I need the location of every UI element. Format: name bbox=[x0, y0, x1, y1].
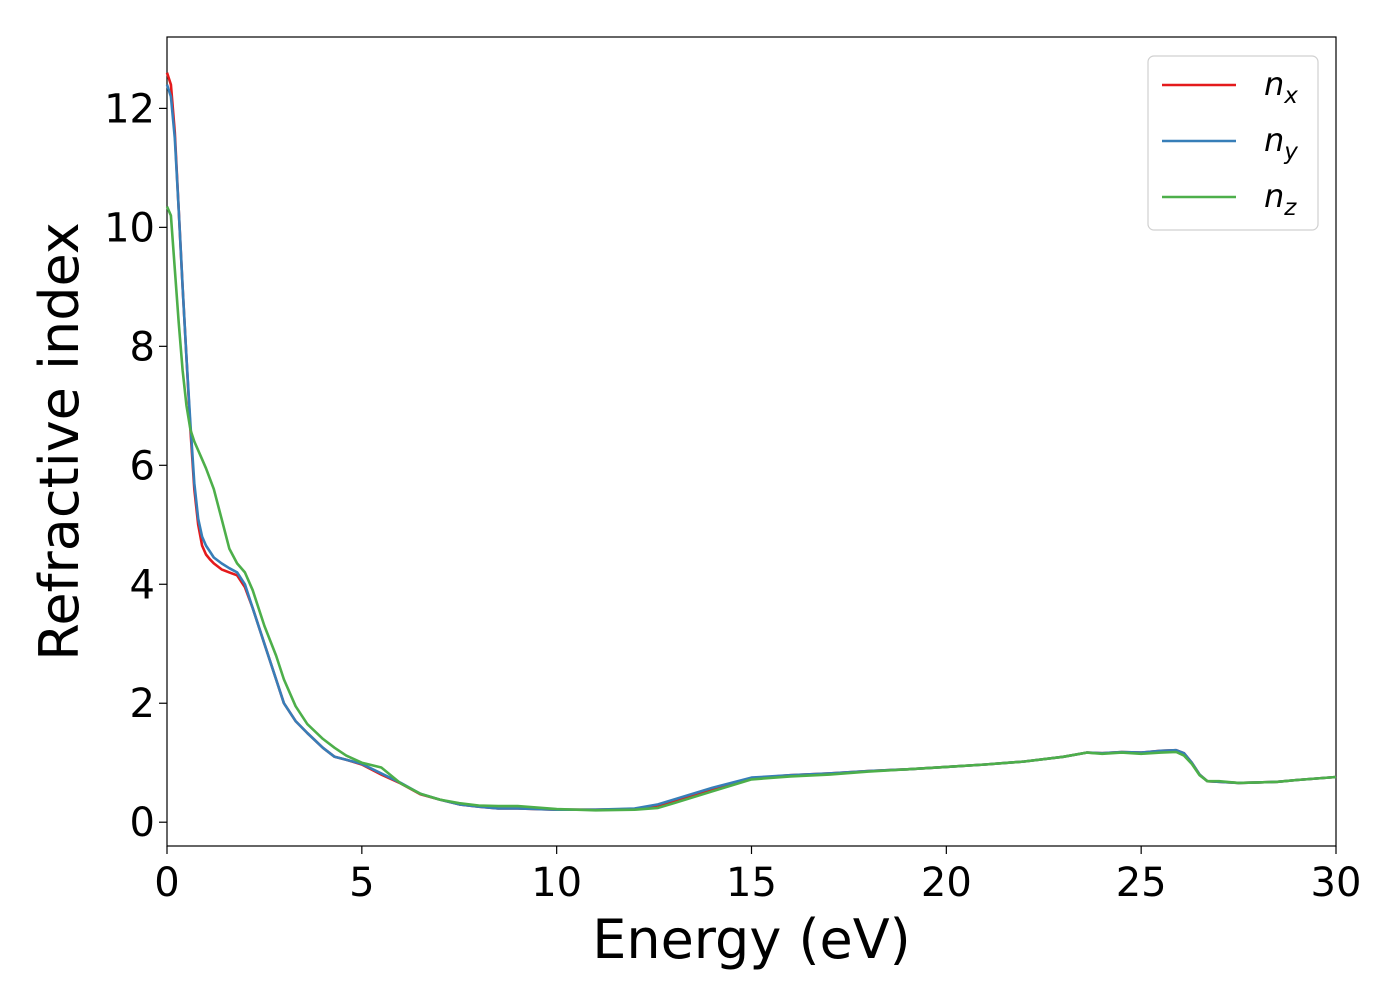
legend-label-base: n bbox=[1264, 177, 1284, 215]
legend-label: ny bbox=[1264, 121, 1298, 165]
legend-label-base: n bbox=[1264, 65, 1284, 103]
x-axis-label: Energy (eV) bbox=[592, 908, 911, 971]
legend-label-subscript: z bbox=[1283, 195, 1297, 221]
y-tick-label: 4 bbox=[130, 562, 155, 608]
y-tick-label: 10 bbox=[104, 205, 155, 251]
x-tick-label: 10 bbox=[531, 860, 582, 906]
x-tick-label: 15 bbox=[726, 860, 777, 906]
y-tick-label: 12 bbox=[104, 86, 155, 132]
legend-label: nx bbox=[1264, 65, 1298, 109]
y-tick-label: 6 bbox=[130, 443, 155, 489]
y-axis-label: Refractive index bbox=[28, 222, 91, 661]
y-tick-label: 2 bbox=[130, 681, 155, 727]
y-axis-ticks: 0 2 4 6 8 10 12 bbox=[104, 86, 167, 846]
legend-label: nz bbox=[1264, 177, 1297, 221]
x-tick-label: 25 bbox=[1116, 860, 1167, 906]
legend-box bbox=[1147, 55, 1319, 231]
legend-label-subscript: y bbox=[1283, 139, 1298, 165]
series-line-nz bbox=[165, 205, 1337, 812]
x-tick-label: 0 bbox=[154, 860, 179, 906]
x-tick-label: 20 bbox=[921, 860, 972, 906]
legend-label-base: n bbox=[1264, 121, 1284, 159]
legend-label-subscript: x bbox=[1283, 83, 1298, 109]
series-line-ny bbox=[165, 84, 1337, 812]
x-tick-label: 5 bbox=[349, 860, 374, 906]
x-axis-ticks: 0 5 10 15 20 25 30 bbox=[154, 846, 1361, 906]
x-tick-label: 30 bbox=[1311, 860, 1362, 906]
series-lines bbox=[165, 72, 1337, 812]
y-tick-label: 0 bbox=[130, 800, 155, 846]
y-tick-label: 8 bbox=[130, 324, 155, 370]
